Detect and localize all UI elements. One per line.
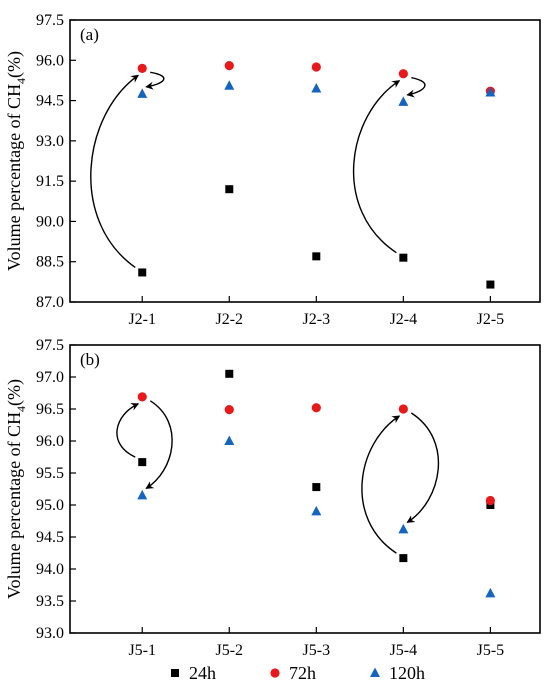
data-point-24h [312,252,321,261]
x-tick-label: J5-3 [303,642,331,659]
data-point-72h [137,392,147,402]
x-tick-label: J2-3 [303,311,331,328]
legend: 24h 72h 120h [171,663,425,683]
trend-arrow [352,80,401,254]
y-tick-label: 88.5 [36,254,64,271]
y-axis-label: Volume percentage of CH4(%) [4,379,28,599]
legend-marker-120h [370,667,380,677]
y-tick-label: 96.0 [36,433,64,450]
y-tick-label: 93.5 [36,593,64,610]
trend-arrow [361,415,401,554]
y-tick-label: 97.5 [36,337,64,354]
data-point-72h [485,495,495,506]
x-tick-label: J2-1 [128,311,156,328]
data-point-120h [398,523,409,534]
y-tick-label: 96.5 [36,401,64,418]
data-point-120h [224,435,235,445]
data-point-120h [224,80,235,90]
chart-panel-a: 87.0 88.5 90.0 91.5 93.0 94.5 96.0 97.5 J2-1 J2-2… [4,12,541,328]
x-tick-label: J5-1 [128,642,156,659]
y-tick-label: 94.5 [36,93,64,110]
data-point-72h [224,61,234,71]
y-tick-label: 87.0 [36,294,64,311]
data-point-72h [224,405,234,415]
y-tick-label: 97.5 [36,12,64,29]
legend-marker-72h [270,668,280,678]
y-tick-label: 94.0 [36,561,64,578]
data-point-24h [138,268,147,277]
trend-arrow [406,412,440,523]
plot-frame [69,344,541,634]
panel-label: (a) [80,25,99,44]
data-point-120h [311,505,322,516]
data-point-24h [399,253,408,262]
data-point-24h [486,280,495,289]
data-point-120h [311,82,322,93]
data-point-24h [399,554,408,563]
y-tick-label: 91.5 [36,173,64,190]
data-point-72h [137,63,147,73]
x-tick-label: J5-4 [390,642,418,659]
x-tick-label: J5-2 [215,642,243,659]
legend-marker-24h [171,669,179,677]
legend-label: 24h [189,663,216,683]
x-tick-label: J2-2 [215,311,243,328]
data-point-120h [137,489,148,500]
data-point-24h [312,483,321,492]
y-tick-label: 95.0 [36,497,64,514]
y-tick-label: 94.5 [36,529,64,546]
trend-arrow [145,71,165,90]
legend-label: 72h [289,663,316,683]
trend-arrow [116,403,140,458]
y-tick-label: 93.0 [36,625,64,642]
y-tick-label: 90.0 [36,213,64,230]
data-point-120h [137,88,148,98]
trend-arrow [145,400,173,489]
y-tick-label: 95.5 [36,465,64,482]
y-tick-label: 96.0 [36,52,64,69]
chart-panel-b: 93.0 93.5 94.0 94.5 95.0 95.5 96.0 96.5 97.0 97.5… [4,337,541,659]
x-tick-label: J2-5 [477,311,505,328]
panel-label: (b) [80,350,100,369]
data-point-24h [225,369,234,378]
trend-arrow [406,77,426,98]
plot-frame [69,19,541,303]
data-point-72h [311,403,321,413]
y-tick-label: 97.0 [36,369,64,386]
data-point-24h [225,185,234,194]
y-tick-label: 93.0 [36,133,64,150]
data-point-72h [311,62,321,72]
data-point-72h [398,404,408,414]
data-point-24h [138,458,147,467]
x-tick-label: J2-4 [390,311,418,328]
data-point-72h [398,69,408,79]
data-point-120h [398,96,409,106]
data-point-120h [485,87,496,97]
data-point-120h [485,587,496,598]
trend-arrow [90,74,140,269]
x-tick-label: J5-5 [477,642,505,659]
legend-label: 120h [389,663,425,683]
y-axis-label: Volume percentage of CH4(%) [4,51,28,271]
